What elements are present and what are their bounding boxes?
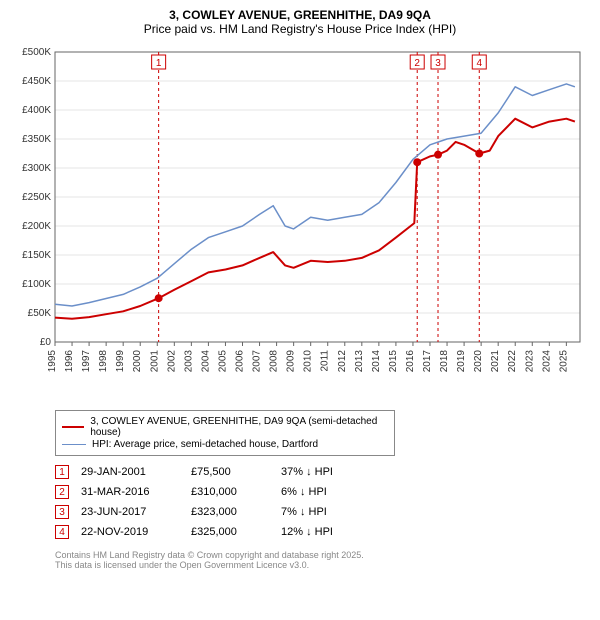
svg-text:2012: 2012 [337,350,348,373]
transaction-date: 22-NOV-2019 [81,526,148,538]
transaction-marker: 3 [55,505,69,519]
svg-text:2014: 2014 [371,350,382,373]
transaction-delta: 37% ↓ HPI [281,466,333,478]
transaction-price: £310,000 [191,486,237,498]
transaction-marker: 4 [55,525,69,539]
svg-text:£50K: £50K [28,308,52,319]
table-row: 1 29-JAN-2001 £75,500 37% ↓ HPI [55,462,345,482]
svg-text:2021: 2021 [490,350,501,373]
svg-text:1: 1 [156,58,162,69]
svg-text:2008: 2008 [269,350,280,373]
chart-subtitle: Price paid vs. HM Land Registry's House … [10,22,590,36]
legend-swatch [62,426,84,428]
line-chart-svg: £0 £50K £100K £150K £200K £250K £300K £350K £400… [10,42,590,402]
svg-text:2017: 2017 [422,350,433,373]
legend-swatch [62,444,86,445]
legend-label: 3, COWLEY AVENUE, GREENHITHE, DA9 9QA (s… [90,416,388,438]
svg-text:£100K: £100K [22,279,51,290]
svg-text:2005: 2005 [217,350,228,373]
svg-text:2007: 2007 [252,350,263,373]
svg-text:1999: 1999 [115,350,126,373]
svg-text:2013: 2013 [354,350,365,373]
svg-text:1997: 1997 [81,350,92,373]
svg-text:£500K: £500K [22,47,51,58]
svg-text:4: 4 [476,58,482,69]
chart-title: 3, COWLEY AVENUE, GREENHITHE, DA9 9QA [10,8,590,22]
svg-text:2023: 2023 [524,350,535,373]
footer-attribution: Contains HM Land Registry data © Crown c… [55,550,590,570]
transaction-delta: 12% ↓ HPI [281,526,333,538]
svg-text:£400K: £400K [22,105,51,116]
svg-text:£0: £0 [40,337,52,348]
svg-text:2001: 2001 [149,350,160,373]
svg-text:£350K: £350K [22,134,51,145]
svg-text:£150K: £150K [22,250,51,261]
svg-text:£250K: £250K [22,192,51,203]
transaction-marker: 1 [55,465,69,479]
legend-item: HPI: Average price, semi-detached house,… [62,439,388,450]
svg-text:2006: 2006 [235,350,246,373]
transaction-date: 23-JUN-2017 [81,506,146,518]
transaction-date: 29-JAN-2001 [81,466,146,478]
svg-text:2015: 2015 [388,350,399,373]
svg-text:2009: 2009 [286,350,297,373]
transaction-marker: 2 [55,485,69,499]
svg-text:2019: 2019 [456,350,467,373]
table-row: 3 23-JUN-2017 £323,000 7% ↓ HPI [55,502,345,522]
svg-text:2022: 2022 [507,350,518,373]
table-row: 2 31-MAR-2016 £310,000 6% ↓ HPI [55,482,345,502]
svg-text:2010: 2010 [303,350,314,373]
transaction-price: £323,000 [191,506,237,518]
svg-text:2002: 2002 [166,350,177,373]
svg-text:2003: 2003 [183,350,194,373]
svg-text:2011: 2011 [320,350,331,372]
svg-text:1998: 1998 [98,350,109,373]
table-row: 4 22-NOV-2019 £325,000 12% ↓ HPI [55,522,345,542]
legend-label: HPI: Average price, semi-detached house,… [92,439,318,450]
svg-text:£200K: £200K [22,221,51,232]
svg-text:2000: 2000 [132,350,143,373]
chart-area: £0 £50K £100K £150K £200K £250K £300K £350K £400… [10,42,590,402]
transaction-price: £325,000 [191,526,237,538]
footer-line-1: Contains HM Land Registry data © Crown c… [55,550,590,560]
transaction-date: 31-MAR-2016 [81,486,149,498]
svg-text:1995: 1995 [47,350,58,373]
chart-container: 3, COWLEY AVENUE, GREENHITHE, DA9 9QA Pr… [0,0,600,578]
transactions-table: 129-JAN-2001£75,50037% ↓ HPI231-MAR-2016… [55,462,345,542]
svg-text:2025: 2025 [558,350,569,373]
transaction-delta: 6% ↓ HPI [281,486,327,498]
svg-text:2: 2 [414,58,420,69]
svg-text:3: 3 [435,58,441,69]
svg-text:1996: 1996 [64,350,75,373]
svg-text:2004: 2004 [200,350,211,373]
svg-text:2016: 2016 [405,350,416,373]
transaction-delta: 7% ↓ HPI [281,506,327,518]
transaction-price: £75,500 [191,466,231,478]
legend: 3, COWLEY AVENUE, GREENHITHE, DA9 9QA (s… [55,410,395,456]
svg-text:£300K: £300K [22,163,51,174]
svg-text:2018: 2018 [439,350,450,373]
svg-text:2024: 2024 [541,350,552,373]
legend-item: 3, COWLEY AVENUE, GREENHITHE, DA9 9QA (s… [62,416,388,438]
footer-line-2: This data is licensed under the Open Gov… [55,560,590,570]
svg-text:2020: 2020 [473,350,484,373]
svg-text:£450K: £450K [22,76,51,87]
